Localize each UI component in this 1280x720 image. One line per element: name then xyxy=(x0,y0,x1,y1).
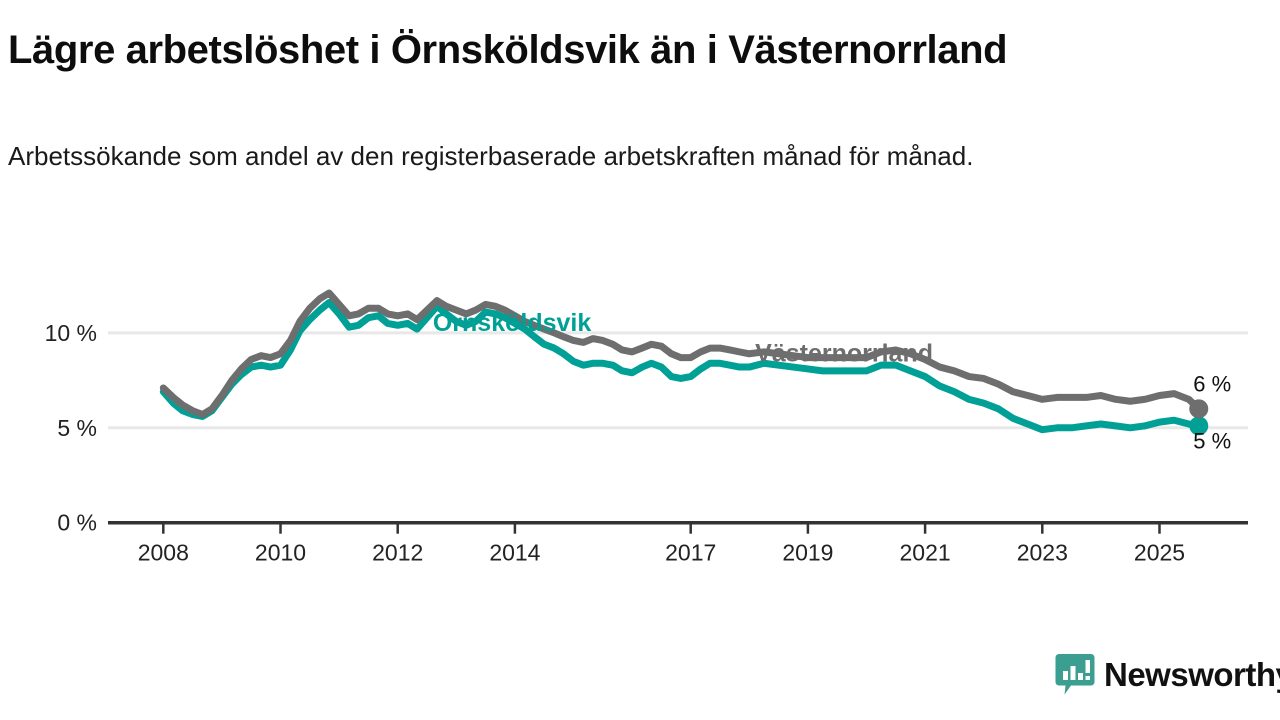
chart-subtitle: Arbetssökande som andel av den registerb… xyxy=(8,141,974,171)
x-axis-tick-label: 2008 xyxy=(138,540,189,566)
series-line-västernorrland xyxy=(159,289,1203,419)
bar-chart-speech-bubble-icon xyxy=(1055,654,1095,695)
x-axis-tick-label: 2025 xyxy=(1134,540,1185,566)
logo-wordmark: Newsworthy xyxy=(1104,655,1280,693)
page-title: Lägre arbetslöshet i Örnsköldsvik än i V… xyxy=(8,28,1008,72)
series-annotation-label: Västernorrland xyxy=(755,339,933,367)
y-axis-tick-label: 5 % xyxy=(57,415,97,441)
x-axis-tick-label: 2017 xyxy=(665,540,716,566)
newsworthy-logo: Newsworthy xyxy=(1055,646,1280,702)
y-axis-tick-label: 0 % xyxy=(57,510,97,536)
end-value-label: 6 % xyxy=(1193,372,1231,397)
x-axis-tick-label: 2021 xyxy=(900,540,951,566)
series-annotation-label: Örnsköldsvik xyxy=(433,308,591,337)
x-axis-tick-label: 2012 xyxy=(372,540,423,566)
x-axis-tick-label: 2023 xyxy=(1017,540,1068,566)
series-endpoint-örnsköldsvik xyxy=(1189,416,1209,436)
y-axis-tick-label: 10 % xyxy=(45,320,97,346)
x-axis-tick-label: 2014 xyxy=(489,540,540,566)
x-axis-tick-label: 2019 xyxy=(782,540,833,566)
x-axis-tick-label: 2010 xyxy=(255,540,306,566)
end-value-label: 5 % xyxy=(1193,429,1231,454)
series-line-örnsköldsvik xyxy=(159,299,1203,434)
line-chart: 0 % 5 % 10 % 2008 2010 2012 2014 2017 2019 2021 20… xyxy=(45,289,1248,566)
series-endpoint-västernorrland xyxy=(1189,399,1209,419)
